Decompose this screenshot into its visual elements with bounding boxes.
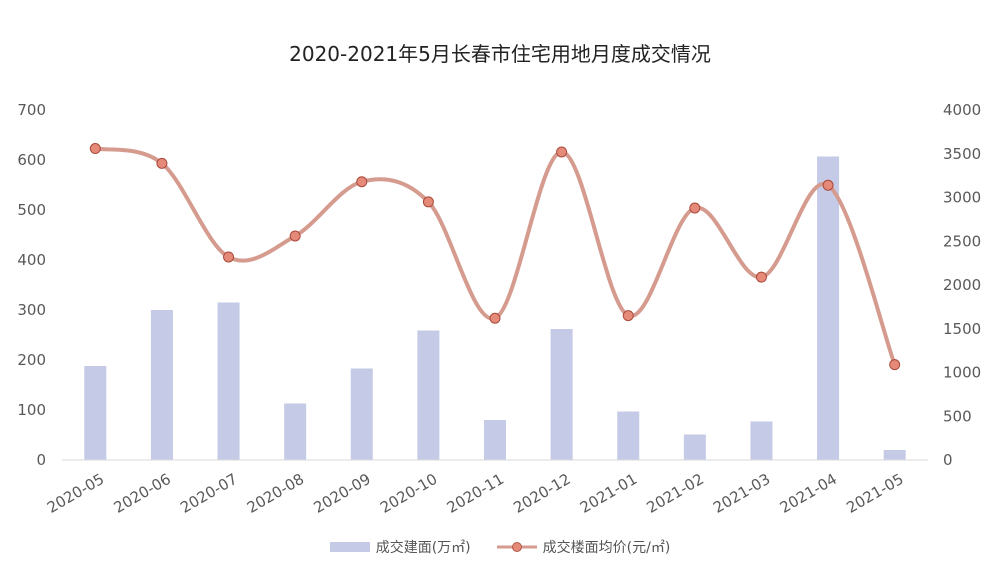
price-line bbox=[93, 146, 897, 367]
price-point-2021-01[interactable] bbox=[622, 310, 634, 322]
price-point-2021-03[interactable] bbox=[755, 271, 767, 283]
bar-2020-05[interactable] bbox=[84, 366, 107, 460]
y-right-tick-label: 3500 bbox=[943, 145, 981, 163]
bar-2021-04[interactable] bbox=[817, 156, 840, 461]
price-point-2020-08[interactable] bbox=[289, 230, 301, 242]
y-left-tick-label: 100 bbox=[17, 401, 46, 419]
bar-2020-09[interactable] bbox=[350, 368, 373, 461]
y-right-tick-label: 0 bbox=[943, 451, 953, 469]
y-right-tick-label: 1000 bbox=[943, 364, 981, 382]
y-right-tick-label: 500 bbox=[943, 407, 972, 425]
legend-bar-swatch bbox=[329, 542, 370, 552]
bar-2020-08[interactable] bbox=[284, 403, 307, 461]
x-tick-label: 2020-09 bbox=[310, 470, 373, 517]
legend-line-label: 成交楼面均价(元/㎡) bbox=[542, 540, 671, 556]
x-tick-label: 2021-02 bbox=[644, 470, 707, 517]
price-point-2020-05[interactable] bbox=[89, 143, 101, 154]
chart-legend: 成交建面(万㎡) 成交楼面均价(元/㎡) bbox=[0, 537, 1000, 557]
price-point-2020-12[interactable] bbox=[556, 146, 568, 158]
bar-2020-10[interactable] bbox=[417, 330, 440, 461]
bar-2020-06[interactable] bbox=[150, 310, 173, 460]
x-tick-label: 2020-06 bbox=[111, 470, 174, 517]
bar-2020-12[interactable] bbox=[550, 329, 573, 460]
price-point-2020-06[interactable] bbox=[156, 157, 168, 169]
legend-item-line[interactable]: 成交楼面均价(元/㎡) bbox=[496, 537, 671, 557]
y-left-tick-label: 0 bbox=[36, 451, 46, 469]
price-point-2021-04[interactable] bbox=[822, 179, 834, 191]
legend-bar-label: 成交建面(万㎡) bbox=[375, 540, 471, 556]
y-left-tick-label: 400 bbox=[17, 251, 46, 269]
bar-2021-03[interactable] bbox=[750, 421, 773, 461]
x-tick-label: 2020-05 bbox=[44, 470, 107, 517]
price-point-2021-05[interactable] bbox=[889, 359, 901, 371]
y-right-tick-label: 4000 bbox=[943, 101, 981, 119]
x-tick-label: 2020-10 bbox=[377, 470, 440, 517]
x-tick-label: 2020-12 bbox=[510, 470, 573, 517]
bar-2020-11[interactable] bbox=[484, 420, 506, 460]
x-tick-label: 2020-07 bbox=[177, 470, 240, 517]
x-tick-label: 2021-04 bbox=[777, 470, 840, 517]
y-left-tick-label: 200 bbox=[17, 351, 46, 369]
price-point-2020-07[interactable] bbox=[223, 251, 235, 263]
bar-2021-01[interactable] bbox=[617, 411, 640, 461]
x-tick-label: 2021-01 bbox=[577, 470, 640, 517]
line-layer bbox=[89, 143, 901, 371]
y-left-tick-label: 300 bbox=[17, 301, 46, 319]
price-point-2021-02[interactable] bbox=[689, 202, 701, 214]
y-right-tick-label: 1500 bbox=[943, 320, 981, 338]
legend-line-swatch bbox=[496, 542, 537, 552]
y-right-tick-label: 2000 bbox=[943, 276, 981, 294]
y-right-tick-label: 3000 bbox=[943, 189, 981, 207]
x-tick-label: 2020-11 bbox=[444, 470, 507, 517]
bar-2021-05[interactable] bbox=[883, 450, 906, 460]
chart-plot: 0 100 200 300 400 500 600 700 0 500 1000 1500 2000 25… bbox=[17, 101, 981, 517]
price-point-2020-09[interactable] bbox=[356, 176, 368, 188]
chart-title: 2020-2021年5月长春市住宅用地月度成交情况 bbox=[289, 42, 711, 66]
legend-item-bar[interactable]: 成交建面(万㎡) bbox=[329, 537, 471, 557]
bar-2020-07[interactable] bbox=[217, 302, 240, 461]
bar-2021-02[interactable] bbox=[683, 434, 706, 461]
x-tick-label: 2021-03 bbox=[710, 470, 773, 517]
price-point-2020-10[interactable] bbox=[422, 196, 434, 208]
x-tick-label: 2020-08 bbox=[244, 470, 307, 517]
y-left-tick-label: 600 bbox=[17, 151, 46, 169]
price-point-2020-11[interactable] bbox=[489, 312, 501, 324]
y-left-tick-label: 500 bbox=[17, 201, 46, 219]
x-tick-label: 2021-05 bbox=[843, 470, 906, 517]
bars-layer bbox=[84, 156, 906, 461]
y-right-tick-label: 2500 bbox=[943, 232, 981, 250]
y-left-tick-label: 700 bbox=[17, 101, 46, 119]
